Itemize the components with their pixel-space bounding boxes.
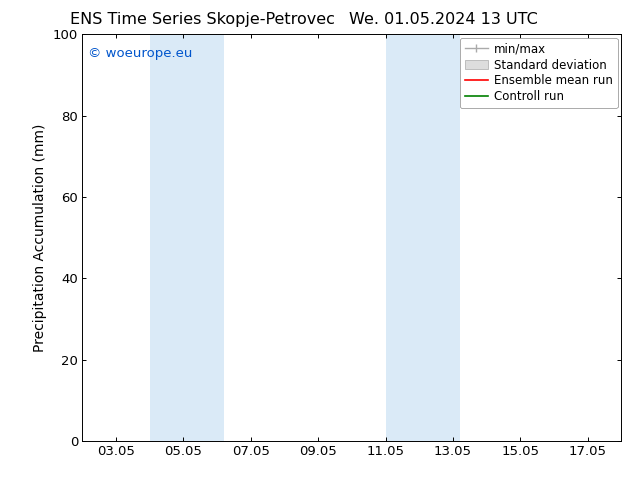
Text: We. 01.05.2024 13 UTC: We. 01.05.2024 13 UTC [349, 12, 538, 27]
Text: ENS Time Series Skopje-Petrovec: ENS Time Series Skopje-Petrovec [70, 12, 335, 27]
Y-axis label: Precipitation Accumulation (mm): Precipitation Accumulation (mm) [34, 123, 48, 352]
Bar [385, 34, 460, 441]
Legend: min/max, Standard deviation, Ensemble mean run, Controll run: min/max, Standard deviation, Ensemble me… [460, 38, 618, 108]
Text: © woeurope.eu: © woeurope.eu [87, 47, 192, 59]
Bar [150, 34, 224, 441]
